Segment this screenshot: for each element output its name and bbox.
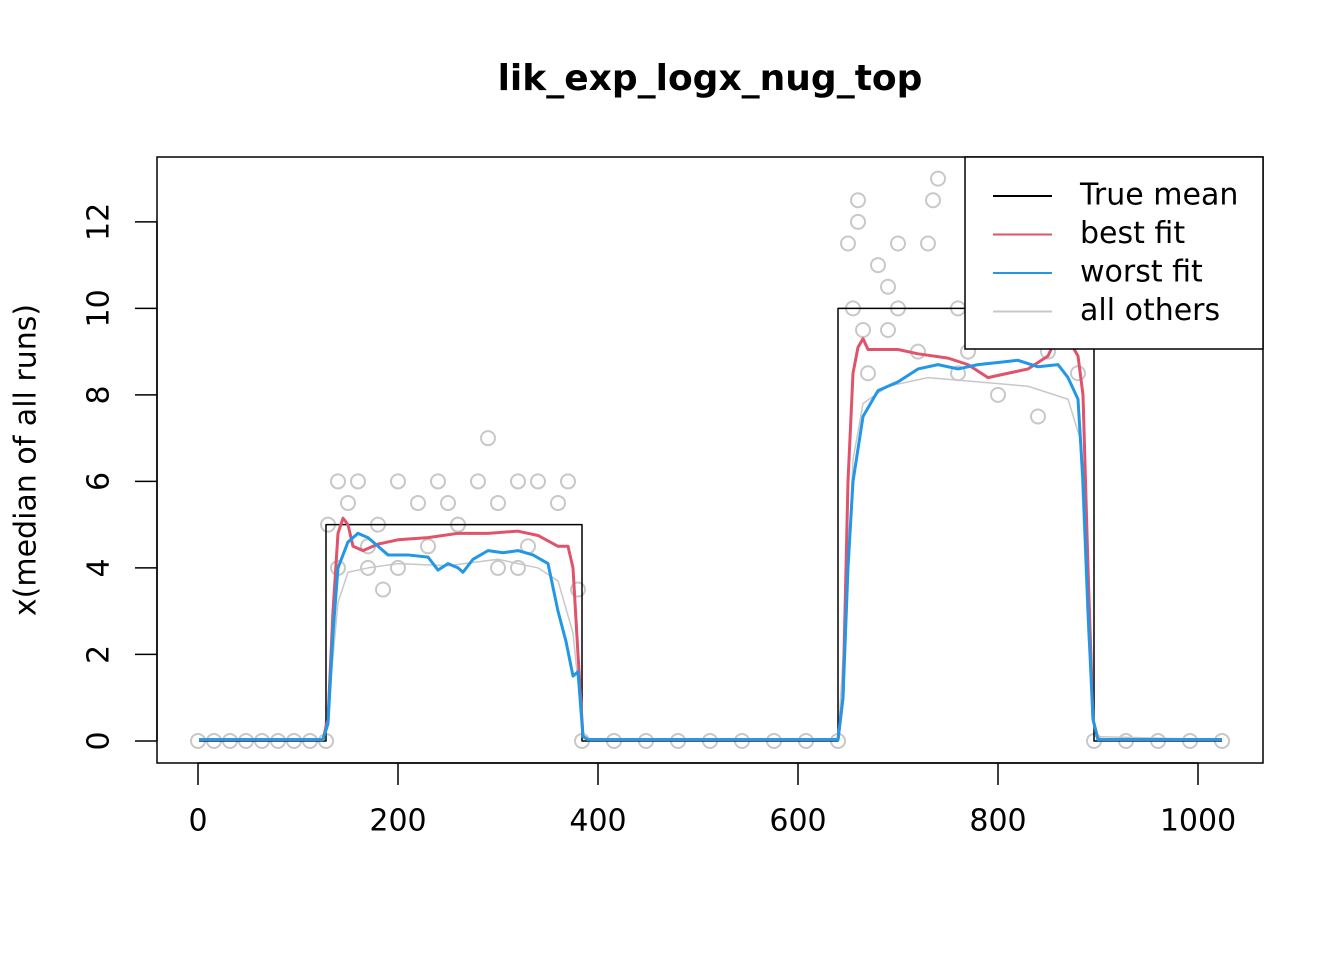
point xyxy=(870,257,886,274)
point xyxy=(1070,365,1086,382)
x-tick-label: 600 xyxy=(769,804,826,839)
point xyxy=(550,495,566,512)
point xyxy=(330,473,346,490)
y-axis-label: x(median of all runs) xyxy=(9,304,44,616)
point xyxy=(350,473,366,490)
chart-title: lik_exp_logx_nug_top xyxy=(498,58,923,99)
point xyxy=(890,235,906,252)
y-tick-label: 2 xyxy=(82,645,117,664)
y-tick-label: 10 xyxy=(82,289,117,327)
series-line xyxy=(199,376,1223,741)
point xyxy=(470,473,486,490)
legend-label: best fit xyxy=(1080,216,1185,251)
legend-label: all others xyxy=(1080,293,1220,328)
point xyxy=(850,192,866,209)
point xyxy=(510,473,526,490)
series-line xyxy=(199,307,1222,742)
point xyxy=(340,495,356,512)
y-tick-label: 0 xyxy=(82,731,117,750)
point xyxy=(480,430,496,447)
y-tick-label: 6 xyxy=(82,472,117,491)
point xyxy=(360,559,376,576)
point xyxy=(930,170,946,187)
legend-box xyxy=(964,156,1264,350)
point xyxy=(440,495,456,512)
point xyxy=(850,213,866,230)
series-line xyxy=(199,358,1222,742)
y-tick-label: 8 xyxy=(82,385,117,404)
x-tick-label: 1000 xyxy=(1160,804,1236,839)
point xyxy=(390,473,406,490)
point xyxy=(375,581,391,598)
point xyxy=(880,322,896,339)
x-tick-label: 0 xyxy=(188,804,207,839)
legend-label: worst fit xyxy=(1080,255,1203,290)
point xyxy=(430,473,446,490)
y-tick-label: 12 xyxy=(82,203,117,241)
point xyxy=(530,473,546,490)
point xyxy=(1030,408,1046,425)
point xyxy=(990,386,1006,403)
point xyxy=(560,473,576,490)
point xyxy=(860,365,876,382)
point xyxy=(925,192,941,209)
x-tick-label: 400 xyxy=(569,804,626,839)
point xyxy=(855,322,871,339)
point xyxy=(570,581,586,598)
point xyxy=(490,559,506,576)
x-tick-label: 200 xyxy=(369,804,426,839)
point xyxy=(420,538,436,555)
point xyxy=(840,235,856,252)
point xyxy=(510,559,526,576)
plot-frame xyxy=(156,156,1264,764)
point xyxy=(880,278,896,295)
point xyxy=(490,495,506,512)
x-tick-label: 800 xyxy=(969,804,1026,839)
legend-label: True mean xyxy=(1079,178,1238,213)
y-tick-label: 4 xyxy=(82,558,117,577)
point xyxy=(410,495,426,512)
point xyxy=(390,559,406,576)
point xyxy=(920,235,936,252)
